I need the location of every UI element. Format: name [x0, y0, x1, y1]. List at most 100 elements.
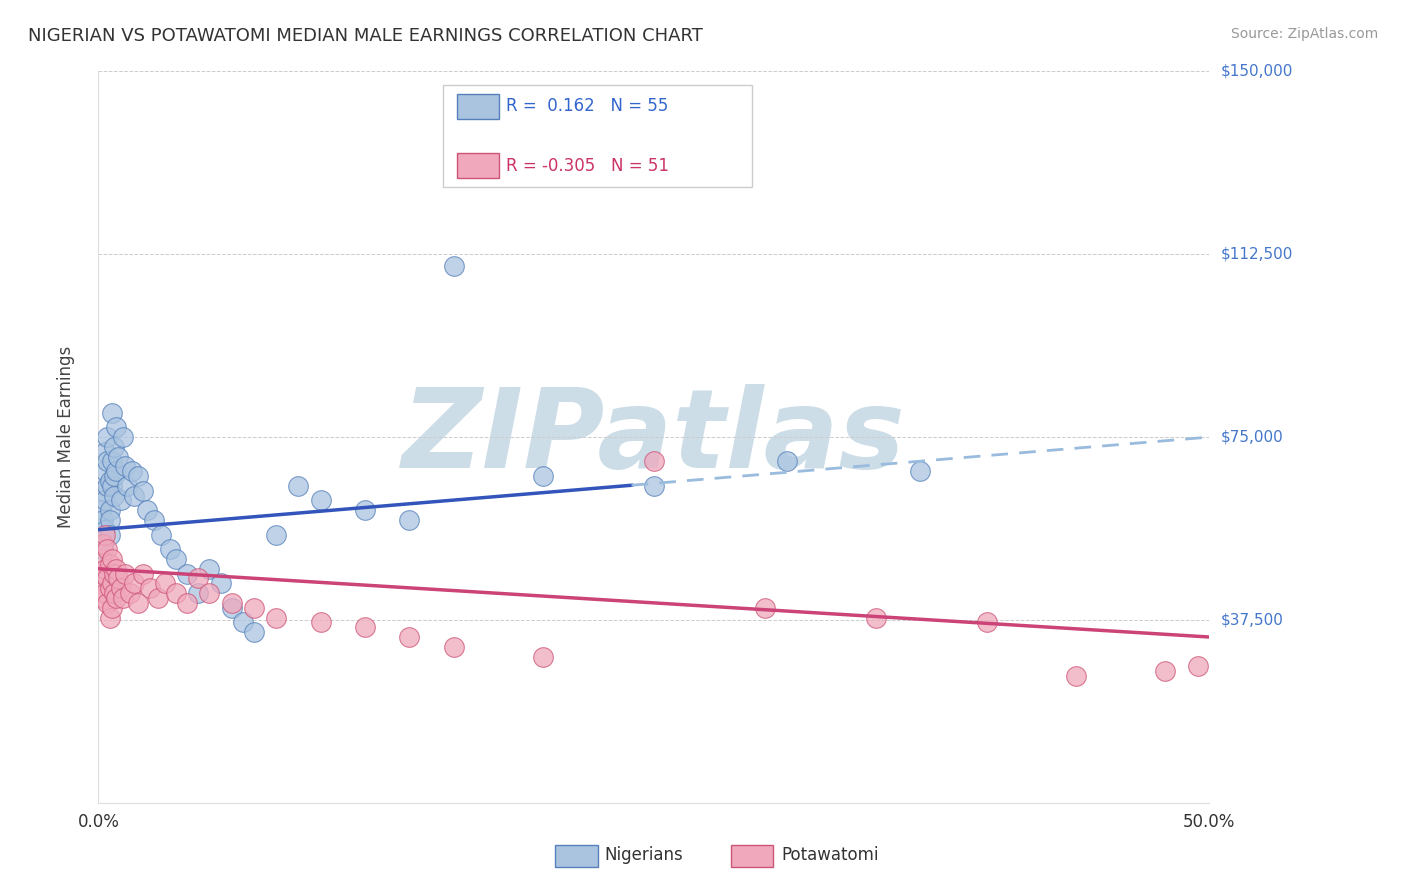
Point	[865, 610, 887, 624]
Point	[111, 430, 134, 444]
Point	[198, 562, 221, 576]
Point	[1064, 669, 1087, 683]
Point	[96, 542, 118, 557]
Point	[132, 483, 155, 498]
Point	[264, 527, 287, 541]
Point	[110, 581, 132, 595]
Point	[148, 591, 170, 605]
Point	[221, 596, 243, 610]
Point	[114, 459, 136, 474]
Point	[90, 552, 112, 566]
Point	[94, 586, 117, 600]
Point	[165, 552, 187, 566]
Point	[209, 576, 232, 591]
Point	[122, 576, 145, 591]
Point	[105, 464, 128, 478]
Point	[91, 591, 114, 605]
Point	[96, 572, 118, 586]
Point	[976, 615, 998, 630]
Point	[1187, 659, 1209, 673]
Point	[243, 600, 266, 615]
Point	[96, 454, 118, 468]
Point	[103, 469, 125, 483]
Text: $112,500: $112,500	[1220, 247, 1292, 261]
Point	[398, 630, 420, 644]
Point	[309, 615, 332, 630]
Point	[398, 513, 420, 527]
Text: Nigerians: Nigerians	[605, 847, 683, 864]
Point	[165, 586, 187, 600]
Text: NIGERIAN VS POTAWATOMI MEDIAN MALE EARNINGS CORRELATION CHART: NIGERIAN VS POTAWATOMI MEDIAN MALE EARNI…	[28, 27, 703, 45]
Point	[90, 576, 112, 591]
Point	[98, 513, 121, 527]
Point	[105, 420, 128, 434]
Point	[94, 527, 117, 541]
Point	[98, 557, 121, 571]
Point	[187, 572, 209, 586]
Text: Potawatomi: Potawatomi	[782, 847, 879, 864]
Text: $75,000: $75,000	[1220, 430, 1284, 444]
Point	[176, 596, 198, 610]
Point	[98, 503, 121, 517]
Point	[232, 615, 254, 630]
Point	[127, 596, 149, 610]
Point	[354, 620, 377, 634]
Text: $37,500: $37,500	[1220, 613, 1284, 627]
Point	[98, 527, 121, 541]
Point	[221, 600, 243, 615]
Point	[100, 552, 122, 566]
Point	[98, 474, 121, 488]
Point	[107, 450, 129, 464]
Point	[105, 562, 128, 576]
Point	[96, 430, 118, 444]
Point	[96, 479, 118, 493]
Text: R = -0.305   N = 51: R = -0.305 N = 51	[506, 157, 669, 175]
Point	[531, 649, 554, 664]
Point	[94, 464, 117, 478]
Point	[100, 600, 122, 615]
Point	[96, 596, 118, 610]
Point	[90, 527, 112, 541]
Point	[187, 586, 209, 600]
Text: R =  0.162   N = 55: R = 0.162 N = 55	[506, 97, 668, 115]
Point	[114, 566, 136, 581]
Point	[91, 537, 114, 551]
Point	[138, 581, 160, 595]
Text: $150,000: $150,000	[1220, 64, 1292, 78]
Point	[100, 454, 122, 468]
Point	[105, 591, 128, 605]
Point	[1153, 664, 1175, 678]
Text: Source: ZipAtlas.com: Source: ZipAtlas.com	[1230, 27, 1378, 41]
Point	[153, 576, 176, 591]
Point	[143, 513, 166, 527]
Y-axis label: Median Male Earnings: Median Male Earnings	[56, 346, 75, 528]
Text: ZIPatlas: ZIPatlas	[402, 384, 905, 491]
Point	[98, 581, 121, 595]
Point	[91, 566, 114, 581]
Point	[100, 406, 122, 420]
Point	[176, 566, 198, 581]
Point	[118, 586, 141, 600]
Point	[643, 454, 665, 468]
Point	[443, 640, 465, 654]
Point	[111, 591, 134, 605]
Point	[107, 572, 129, 586]
Point	[149, 527, 172, 541]
Point	[91, 542, 114, 557]
Point	[103, 586, 125, 600]
Point	[910, 464, 932, 478]
Point	[127, 469, 149, 483]
Point	[122, 489, 145, 503]
Point	[110, 493, 132, 508]
Point	[354, 503, 377, 517]
Point	[136, 503, 159, 517]
Point	[309, 493, 332, 508]
Point	[643, 479, 665, 493]
Point	[198, 586, 221, 600]
Point	[94, 562, 117, 576]
Point	[103, 489, 125, 503]
Point	[91, 513, 114, 527]
Point	[98, 610, 121, 624]
Point	[776, 454, 799, 468]
Point	[121, 464, 143, 478]
